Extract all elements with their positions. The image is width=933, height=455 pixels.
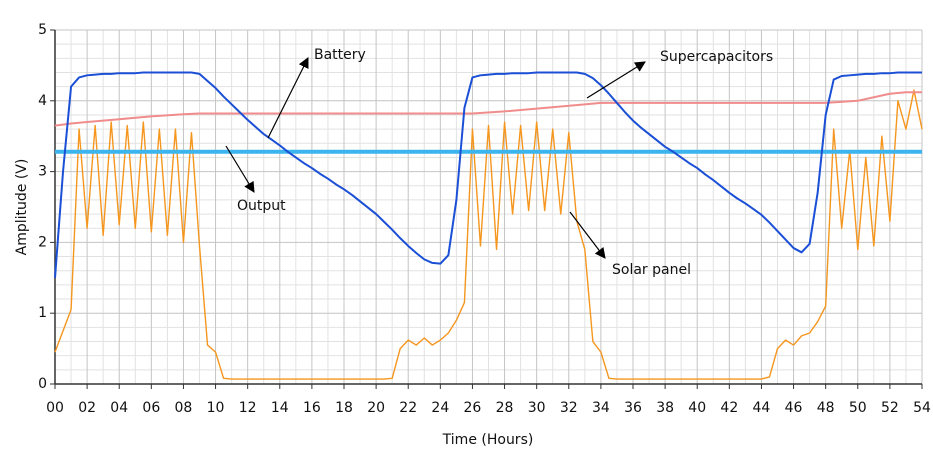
x-tick-label: 52 [881, 400, 899, 416]
x-tick-label: 38 [656, 400, 674, 416]
x-tick-label: 26 [464, 400, 482, 416]
x-tick-label: 50 [849, 400, 867, 416]
x-tick-label: 40 [688, 400, 706, 416]
x-tick-label: 12 [239, 400, 257, 416]
x-tick-label: 04 [110, 400, 128, 416]
y-tick-label: 2 [38, 234, 47, 250]
callout-arrow [586, 61, 646, 99]
x-tick-label: 16 [303, 400, 321, 416]
x-tick-label: 24 [431, 400, 449, 416]
callout-arrow [225, 145, 255, 193]
x-tick-label: 00 [46, 400, 64, 416]
series-label: Supercapacitors [660, 49, 773, 65]
series-label: Solar panel [612, 262, 691, 278]
x-tick-label: 32 [560, 400, 578, 416]
x-tick-label: 02 [78, 400, 96, 416]
x-tick-label: 54 [913, 400, 931, 416]
y-tick-label: 0 [38, 376, 47, 392]
x-tick-label: 20 [367, 400, 385, 416]
x-tick-label: 34 [592, 400, 610, 416]
y-tick-label: 3 [38, 164, 47, 180]
x-tick-label: 14 [271, 400, 289, 416]
y-axis-title: Amplitude (V) [14, 159, 30, 256]
x-tick-label: 22 [399, 400, 417, 416]
y-tick-label: 1 [38, 305, 47, 321]
x-tick-label: 46 [785, 400, 803, 416]
series-label: Output [237, 198, 286, 214]
x-tick-label: 48 [817, 400, 835, 416]
x-tick-label: 18 [335, 400, 353, 416]
x-tick-label: 42 [720, 400, 738, 416]
x-tick-label: 10 [207, 400, 225, 416]
x-tick-label: 28 [496, 400, 514, 416]
series-line [54, 91, 922, 127]
y-tick-label: 4 [38, 93, 47, 109]
x-tick-label: 06 [142, 400, 160, 416]
x-tick-label: 36 [624, 400, 642, 416]
callout-arrow [569, 211, 606, 259]
x-tick-label: 44 [753, 400, 771, 416]
x-tick-label: 08 [175, 400, 193, 416]
x-tick-label: 30 [528, 400, 546, 416]
series-line [54, 71, 922, 278]
x-axis-title: Time (Hours) [442, 432, 534, 448]
y-tick-label: 5 [38, 22, 47, 38]
callout-arrow [267, 57, 309, 139]
series-line [54, 89, 923, 380]
series-label: Battery [314, 47, 366, 63]
